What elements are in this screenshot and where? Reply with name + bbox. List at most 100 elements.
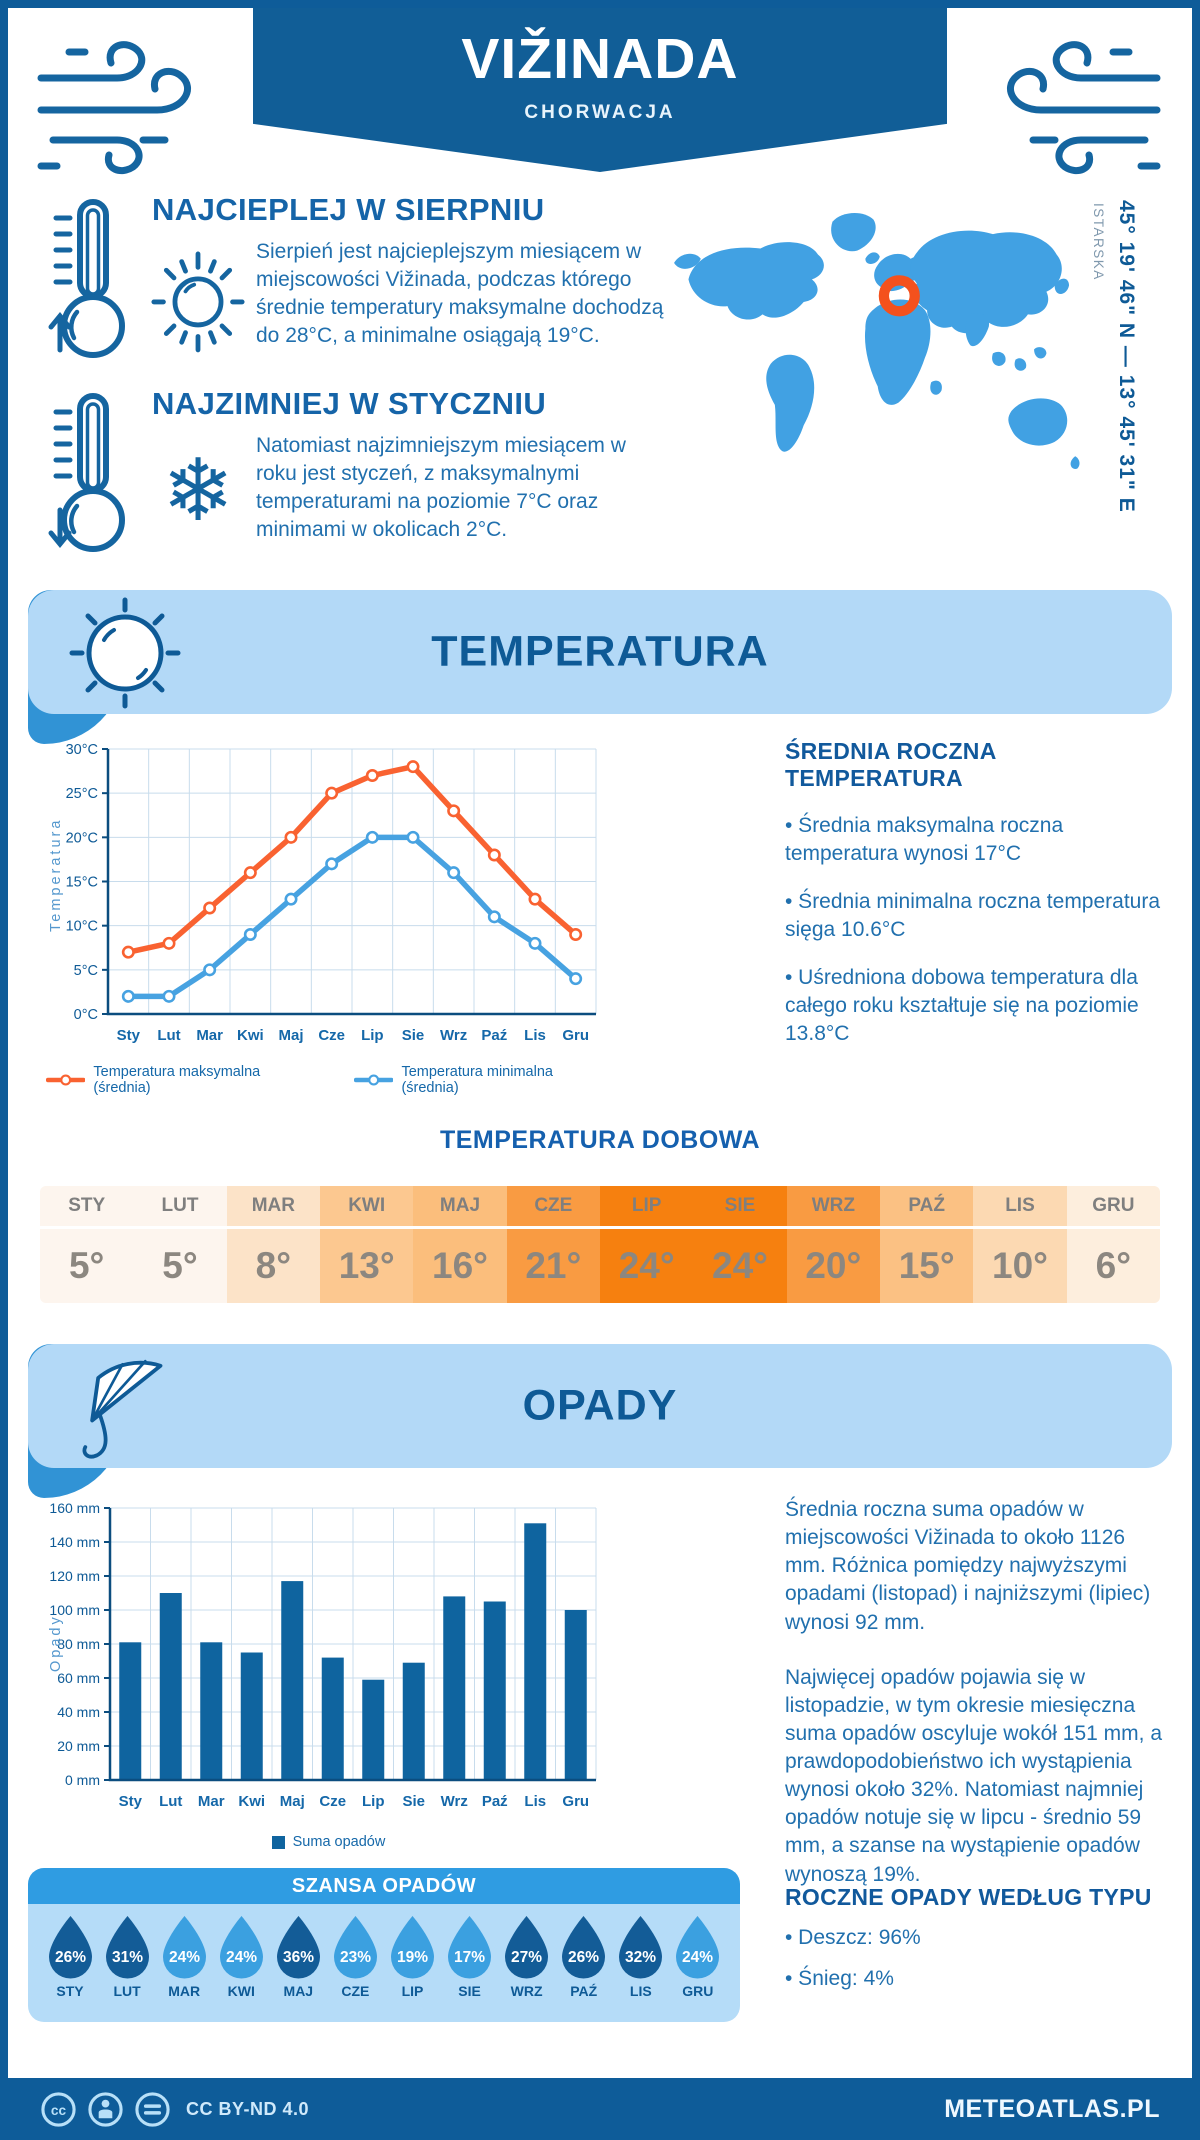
svg-text:10°C: 10°C: [66, 919, 98, 935]
cc-icon: cc: [41, 2091, 76, 2127]
rain-chance-month: LIS: [629, 1983, 652, 1999]
daily-temp-value: 13°: [338, 1245, 395, 1286]
daily-temp-column: MAR 8°: [226, 1186, 320, 1303]
svg-text:Lip: Lip: [362, 1793, 385, 1810]
snowflake-icon: ❄: [161, 441, 235, 541]
svg-text:Kwi: Kwi: [237, 1027, 264, 1044]
site-label: METEOATLAS.PL: [944, 2094, 1160, 2123]
umbrella-icon: [82, 1359, 163, 1459]
temperature-banner: TEMPERATURA: [28, 590, 1172, 744]
daily-temp-value: 24°: [712, 1245, 768, 1286]
svg-text:25°C: 25°C: [66, 786, 98, 802]
svg-text:Sie: Sie: [402, 1793, 425, 1810]
svg-text:26%: 26%: [568, 1949, 599, 1966]
equals-icon: [135, 2091, 170, 2127]
banner-background: [28, 1344, 1172, 1468]
legend-item: Temperatura maksymalna (średnia): [46, 1064, 318, 1096]
person-icon: [88, 2091, 123, 2127]
svg-text:24%: 24%: [682, 1949, 713, 1966]
page-title: VIŽINADA: [461, 27, 739, 91]
annual-temperature-title: ŚREDNIA ROCZNA TEMPERATURA: [785, 738, 996, 791]
coldest-text: Natomiast najzimniejszym miesiącem w rok…: [256, 434, 626, 541]
svg-text:Sie: Sie: [402, 1027, 425, 1044]
raindrop-icon: 24%: [162, 1916, 206, 1979]
svg-text:31%: 31%: [112, 1949, 143, 1966]
rain-chance-month: PAŹ: [570, 1983, 598, 1999]
raindrop-icon: 27%: [505, 1916, 549, 1979]
svg-text:17%: 17%: [454, 1949, 485, 1966]
svg-text:0°C: 0°C: [74, 1007, 98, 1023]
precipitation-paragraph: Średnia roczna suma opadów w miejscowośc…: [785, 1498, 1151, 1634]
daily-temp-value: 10°: [992, 1245, 1048, 1286]
precipitation-bar: [281, 1581, 304, 1780]
daily-temp-column: STY 5°: [40, 1186, 134, 1303]
svg-text:60 mm: 60 mm: [57, 1670, 100, 1686]
legend-line-sample: [354, 1074, 394, 1086]
svg-text:Mar: Mar: [198, 1793, 225, 1810]
daily-temp-month: KWI: [320, 1186, 414, 1229]
daily-temp-value: 20°: [805, 1245, 862, 1286]
precipitation-bar: [362, 1679, 385, 1780]
world-map: [674, 212, 1080, 469]
annual-temp-bullet: • Średnia maksymalna roczna temperatura …: [785, 814, 1064, 865]
annual-temperature-block: ŚREDNIA ROCZNA TEMPERATURA • Średnia mak…: [785, 738, 1170, 1047]
raindrop-icon: 26%: [48, 1916, 92, 1979]
warmest-title: NAJCIEPLEJ W SIERPNIU: [152, 192, 545, 227]
precipitation-text-block: Średnia roczna suma opadów w miejscowośc…: [785, 1496, 1170, 1916]
daily-temp-value: 8°: [255, 1245, 292, 1286]
svg-text:40 mm: 40 mm: [57, 1704, 100, 1720]
rain-chance-item: 24% KWI: [215, 1914, 267, 2016]
svg-text:Maj: Maj: [278, 1027, 303, 1044]
legend-label: Suma opadów: [292, 1834, 386, 1850]
svg-text:cc: cc: [51, 2102, 67, 2117]
svg-text:Gru: Gru: [562, 1793, 589, 1810]
legend-item: Temperatura minimalna (średnia): [354, 1064, 611, 1096]
svg-text:Paź: Paź: [482, 1793, 508, 1810]
svg-text:Sty: Sty: [117, 1027, 141, 1044]
rain-chance-item: 24% MAR: [158, 1914, 210, 2016]
rain-chance-month: CZE: [341, 1983, 370, 1999]
svg-text:Sty: Sty: [119, 1793, 143, 1810]
daily-temp-value: 15°: [898, 1245, 955, 1286]
daily-temp-column: PAŹ 15°: [880, 1186, 974, 1303]
rain-chance-section: SZANSA OPADÓW 26% STY 31% LUT 24% MAR 24% KWI 36…: [28, 1868, 740, 2022]
temperature-chart: 0°C 5°C 10°C 15°C 20°C 25°C 30°C Sty Lut Mar Kwi Ma…: [46, 736, 611, 1054]
rain-chance-item: 17% SIE: [444, 1914, 496, 2016]
svg-text:27%: 27%: [511, 1949, 542, 1966]
svg-text:24%: 24%: [169, 1949, 200, 1966]
annual-temp-bullet: • Średnia minimalna roczna temperatura s…: [785, 889, 1161, 941]
precipitation-bar: [119, 1642, 142, 1780]
daily-temperature-title: TEMPERATURA DOBOWA: [439, 1126, 761, 1154]
raindrop-icon: 23%: [333, 1916, 377, 1979]
temperature-banner-title: TEMPERATURA: [431, 627, 769, 676]
daily-temp-value: 6°: [1095, 1245, 1132, 1286]
daily-temp-month: PAŹ: [880, 1186, 974, 1229]
precipitation-type-bullet: • Deszcz: 96%: [785, 1926, 921, 1949]
legend-item: Suma opadów: [271, 1834, 386, 1850]
svg-text:Lis: Lis: [524, 1027, 546, 1044]
svg-text:Paź: Paź: [481, 1027, 507, 1044]
svg-text:Wrz: Wrz: [440, 1027, 467, 1044]
daily-temp-month: WRZ: [786, 1186, 880, 1229]
precipitation-chart-legend: Suma opadów: [46, 1834, 611, 1850]
legend-line-sample: [46, 1074, 86, 1086]
coordinates-label: 45° 19' 46" N — 13° 45' 31" E: [1115, 200, 1138, 513]
daily-temp-value: 16°: [432, 1245, 488, 1286]
banner-background: [28, 590, 1172, 714]
precipitation-bar: [321, 1657, 344, 1780]
wind-icon: [1007, 41, 1161, 174]
footer: cc CC BY-ND 4.0 METEOATLAS.PL: [0, 2078, 1200, 2140]
raindrop-icon: 19%: [390, 1916, 434, 1979]
daily-temp-month: SIE: [693, 1186, 787, 1229]
warmest-month-section: NAJCIEPLEJ W SIERPNIU Sierpień jest najc…: [40, 192, 668, 387]
precipitation-chart: 0 mm 20 mm 40 mm 60 mm 80 mm 100 mm 120 mm 140 …: [46, 1494, 611, 1816]
svg-text:24%: 24%: [226, 1949, 257, 1966]
license-label: CC BY-ND 4.0: [186, 2098, 310, 2119]
rain-chance-panel: 26% STY 31% LUT 24% MAR 24% KWI 36% MAJ 23% CZE 19% L…: [28, 1904, 740, 2022]
temperature-chart-legend: Temperatura maksymalna (średnia) Temperat…: [46, 1064, 611, 1096]
svg-text:Wrz: Wrz: [441, 1793, 468, 1810]
raindrop-icon: 24%: [676, 1916, 720, 1979]
svg-text:Maj: Maj: [280, 1793, 305, 1810]
region-label: ISTARSKA: [1091, 203, 1106, 281]
temperature-line-chart-svg: 0°C 5°C 10°C 15°C 20°C 25°C 30°C Sty Lut Mar Kwi Ma…: [48, 742, 597, 1044]
